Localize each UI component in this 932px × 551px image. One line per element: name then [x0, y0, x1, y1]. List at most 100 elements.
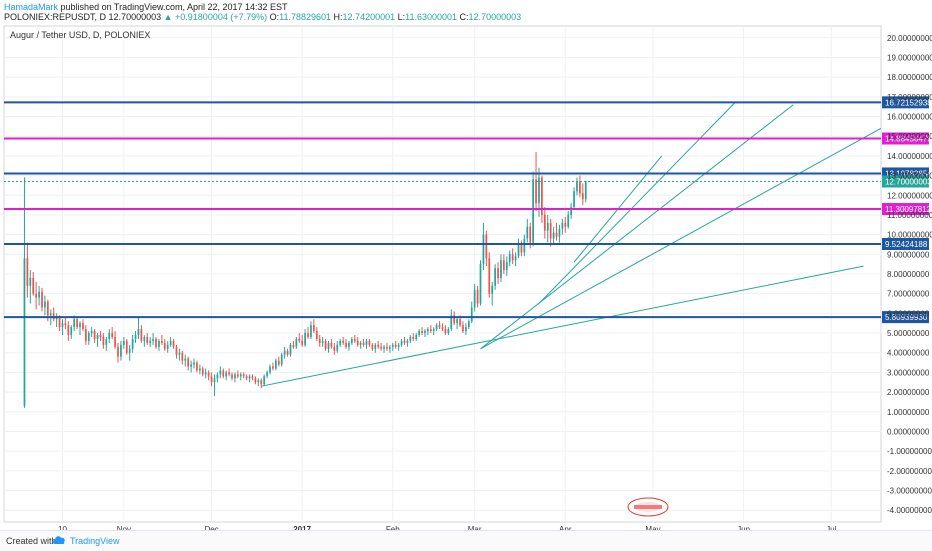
candle-body	[301, 340, 304, 345]
candle	[570, 203, 573, 219]
y-tick-label: 15.00000000	[887, 132, 932, 141]
candle	[283, 346, 286, 359]
candle	[242, 372, 245, 379]
candle-body	[269, 366, 271, 373]
candle	[432, 327, 435, 336]
y-tick-label: 17.00000000	[887, 93, 932, 102]
candle-body	[87, 333, 90, 341]
y-tick-label: 0.00000000	[887, 427, 930, 436]
candle-body	[225, 372, 228, 377]
candle-body	[207, 372, 210, 377]
candle	[315, 327, 318, 341]
candle-body	[438, 325, 441, 328]
candle-body	[304, 333, 306, 345]
candle	[383, 344, 385, 353]
candle-body	[570, 207, 573, 215]
candle	[482, 222, 485, 271]
candle	[251, 374, 254, 381]
candle	[429, 325, 432, 334]
candle-body	[236, 374, 239, 377]
candle	[508, 250, 511, 267]
candle-body	[380, 346, 382, 349]
candle-body	[581, 193, 584, 200]
candle	[67, 321, 70, 341]
author-link[interactable]: HamadaMark	[4, 2, 59, 12]
y-tick-label: 19.00000000	[887, 53, 932, 62]
tradingview-link[interactable]: TradingView	[70, 536, 120, 546]
cloud-logo-icon	[52, 536, 65, 544]
candle	[415, 333, 418, 341]
candle-body	[117, 346, 119, 357]
candle-body	[529, 226, 532, 243]
candle	[386, 342, 388, 351]
candle	[418, 329, 420, 337]
price-levels[interactable]: 16.72152938 14.88456479 13.10782854 11.3009…	[4, 96, 932, 324]
y-tick-label: -3.00000000	[887, 487, 932, 496]
y-tick-label: -2.00000000	[887, 467, 932, 476]
candle	[561, 218, 564, 235]
candle-body	[181, 352, 184, 361]
candle-body	[535, 179, 537, 204]
candle	[204, 368, 207, 379]
candle-body	[178, 352, 181, 355]
candle-body	[573, 191, 575, 208]
candle	[312, 319, 315, 334]
candle-body	[242, 374, 245, 377]
trend-lines[interactable]	[261, 102, 882, 387]
candle-body	[292, 344, 295, 347]
candle	[447, 327, 450, 336]
candle-body	[549, 222, 552, 239]
candle-body	[114, 336, 116, 347]
candle-body	[465, 327, 467, 332]
candle-body	[49, 313, 52, 316]
candle-body	[245, 376, 248, 379]
x-axis[interactable]: 10 Nov Dec 2017 Feb Mar Apr May Jun Jul	[58, 525, 837, 530]
candle	[584, 180, 587, 203]
candle-body	[26, 258, 29, 286]
candle	[350, 336, 353, 345]
candle-body	[93, 331, 96, 339]
candle	[184, 354, 187, 367]
candle-body	[356, 340, 359, 345]
candle-body	[298, 338, 301, 341]
y-axis[interactable]: 20.00000000 19.00000000 18.00000000 17.0000…	[887, 34, 932, 515]
candle	[380, 342, 382, 351]
y-tick-label: 12.00000000	[887, 191, 932, 200]
candle-body	[584, 181, 587, 200]
candle	[333, 342, 336, 355]
candle-body	[204, 372, 207, 375]
candle-body	[108, 333, 111, 339]
price-level-tag	[882, 237, 929, 250]
y-tick-label: -4.00000000	[887, 506, 932, 515]
candle-body	[73, 319, 76, 328]
candle-body	[555, 232, 558, 237]
candle	[120, 340, 122, 361]
candle	[497, 262, 499, 284]
candle	[371, 342, 374, 351]
candle-body	[76, 319, 78, 328]
candle-body	[406, 340, 409, 343]
y-tick-label: 10.00000000	[887, 231, 932, 240]
candle	[102, 333, 105, 349]
candle-body	[64, 323, 67, 326]
candle	[526, 218, 529, 243]
candle-body	[348, 342, 350, 347]
x-tick-label: Dec	[204, 525, 218, 530]
candle-body	[184, 358, 187, 361]
candle	[155, 336, 157, 349]
candle	[348, 340, 350, 351]
candle-body	[160, 340, 163, 343]
candle-body	[424, 331, 426, 334]
candle	[257, 378, 260, 387]
price-chart[interactable]: 16.72152938 14.88456479 13.10782854 11.3009…	[0, 24, 932, 530]
candle	[149, 336, 152, 347]
candle-body	[310, 325, 312, 337]
candle-body	[546, 222, 549, 231]
candle-body	[131, 338, 134, 349]
candle	[503, 254, 505, 274]
candle	[579, 175, 581, 198]
candle-body	[456, 319, 458, 324]
candle	[70, 325, 73, 339]
price-level-tag	[882, 96, 929, 109]
candle	[491, 281, 494, 306]
